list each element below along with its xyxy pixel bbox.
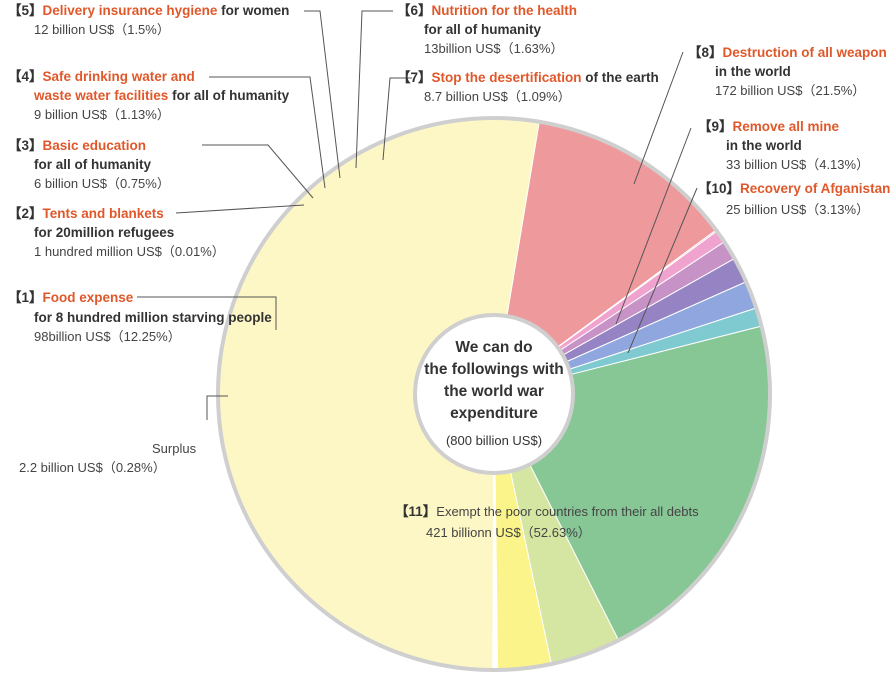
label-s9: 【9】Remove all mine in the world 33 billi… bbox=[698, 119, 869, 172]
leader-line-s7 bbox=[382, 77, 412, 161]
label-s6-title-line: 【6】Nutrition for the health bbox=[397, 3, 577, 18]
leader-lines bbox=[137, 10, 698, 420]
center-title-line-1: We can do bbox=[455, 339, 532, 356]
label-s10-amount: 25 billion US$（3.13%） bbox=[726, 202, 869, 217]
label-s4-title-line-2: waste water facilities for all of humani… bbox=[33, 88, 290, 103]
label-s1-title-line: 【1】Food expense bbox=[8, 290, 134, 305]
label-s1-subtitle: for 8 hundred million starving people bbox=[34, 310, 272, 325]
label-s1-title: Food expense bbox=[43, 290, 134, 305]
label-s11-tag: 【11】 bbox=[395, 504, 436, 519]
label-s4-title: Safe drinking water and bbox=[43, 69, 195, 84]
leader-line-s0 bbox=[206, 395, 228, 420]
label-s6-subtitle: for all of humanity bbox=[424, 22, 541, 37]
label-s7: 【7】Stop the desertification of the earth… bbox=[397, 70, 659, 104]
label-s7-title-line: 【7】Stop the desertification of the earth bbox=[397, 70, 659, 85]
slice-group bbox=[217, 117, 771, 671]
label-s7-title: Stop the desertification bbox=[432, 70, 582, 85]
label-s9-amount: 33 billion US$（4.13%） bbox=[726, 157, 869, 172]
label-s5-tag: 【5】 bbox=[8, 3, 43, 18]
label-s9-title-line: 【9】Remove all mine bbox=[698, 119, 840, 134]
center-title-line-4: expenditure bbox=[450, 405, 538, 422]
label-s7-suffix: of the earth bbox=[582, 70, 659, 85]
label-s4-tag: 【4】 bbox=[8, 69, 43, 84]
label-s8-subtitle: in the world bbox=[715, 64, 791, 79]
label-s10-title: Recovery of Afganistan bbox=[740, 181, 890, 196]
label-s1-amount: 98billion US$（12.25%） bbox=[34, 329, 181, 344]
label-s11: 【11】Exempt the poor countries from their… bbox=[395, 504, 699, 540]
label-s6-tag: 【6】 bbox=[397, 3, 432, 18]
leader-line-s6 bbox=[355, 10, 393, 169]
leader-line-s10 bbox=[627, 187, 698, 354]
label-s2-tag: 【2】 bbox=[8, 206, 43, 221]
label-s2-title: Tents and blankets bbox=[43, 206, 164, 221]
label-s7-tag: 【7】 bbox=[397, 70, 432, 85]
label-s5-title-line: 【5】Delivery insurance hygiene for women bbox=[8, 3, 289, 18]
label-s5-suffix: for women bbox=[217, 3, 289, 18]
center-hole bbox=[413, 313, 575, 475]
label-s10-title-line: 【10】Recovery of Afganistan bbox=[698, 181, 890, 196]
center-title-line-2: the followings with bbox=[424, 361, 564, 378]
label-s5-title: Delivery insurance hygiene bbox=[43, 3, 218, 18]
label-s6: 【6】Nutrition for the health for all of h… bbox=[397, 3, 577, 56]
leader-line-s2 bbox=[175, 204, 305, 214]
leader-line-s9 bbox=[615, 127, 692, 325]
label-s6-title: Nutrition for the health bbox=[432, 3, 578, 18]
label-s8-title-line: 【8】Destruction of all weapon bbox=[688, 45, 887, 60]
label-s11-title-line: 【11】Exempt the poor countries from their… bbox=[395, 504, 699, 519]
label-s3-title: Basic education bbox=[43, 138, 147, 153]
label-s1: 【1】Food expense for 8 hundred million st… bbox=[8, 290, 272, 344]
label-s2-subtitle: for 20million refugees bbox=[34, 225, 174, 240]
label-s9-tag: 【9】 bbox=[698, 119, 733, 134]
label-s2: 【2】Tents and blankets for 20million refu… bbox=[8, 206, 225, 259]
label-s2-amount: 1 hundred million US$（0.01%） bbox=[34, 244, 225, 259]
center-title-line-3: the world war bbox=[444, 383, 544, 400]
label-s10-tag: 【10】 bbox=[698, 181, 740, 196]
label-s11-amount: 421 billionn US$（52.63%） bbox=[426, 525, 591, 540]
label-s2-title-line: 【2】Tents and blankets bbox=[8, 206, 164, 221]
label-s4: 【4】Safe drinking water and waste water f… bbox=[8, 69, 290, 122]
leader-line-s3 bbox=[202, 144, 314, 199]
label-s3-subtitle: for all of humanity bbox=[34, 157, 151, 172]
label-s3-title-line: 【3】Basic education bbox=[8, 138, 146, 153]
label-s8-title: Destruction of all weapon bbox=[723, 45, 887, 60]
label-s4-title-line: 【4】Safe drinking water and bbox=[8, 69, 195, 84]
label-surplus: Surplus 2.2 billion US$（0.28%） bbox=[19, 441, 197, 475]
leader-line-s1 bbox=[137, 296, 277, 330]
label-s4-suffix: for all of humanity bbox=[168, 88, 289, 103]
label-s1-tag: 【1】 bbox=[8, 290, 43, 305]
chart-rim bbox=[216, 116, 772, 672]
label-s6-amount: 13billion US$（1.63%） bbox=[424, 41, 563, 56]
label-s4-title-2: waste water facilities bbox=[33, 88, 168, 103]
label-s7-amount: 8.7 billion US$（1.09%） bbox=[424, 89, 571, 104]
label-s5-amount: 12 billion US$（1.5%） bbox=[34, 22, 170, 37]
label-s8: 【8】Destruction of all weapon in the worl… bbox=[688, 45, 887, 98]
leader-line-s4 bbox=[209, 76, 326, 189]
label-s4-amount: 9 billion US$（1.13%） bbox=[34, 107, 170, 122]
center-subtitle: (800 billion US$) bbox=[446, 433, 542, 448]
label-s3-tag: 【3】 bbox=[8, 138, 43, 153]
center-label: We can do the followings with the world … bbox=[424, 339, 564, 448]
label-s11-title: Exempt the poor countries from their all… bbox=[436, 504, 699, 519]
label-surplus-title: Surplus bbox=[152, 441, 197, 456]
label-s3: 【3】Basic education for all of humanity 6… bbox=[8, 138, 170, 191]
label-s8-amount: 172 billion US$（21.5%） bbox=[715, 83, 865, 98]
label-s9-title: Remove all mine bbox=[733, 119, 840, 134]
label-s3-amount: 6 billion US$（0.75%） bbox=[34, 176, 170, 191]
leader-line-s8 bbox=[633, 51, 684, 185]
label-s9-subtitle: in the world bbox=[726, 138, 802, 153]
label-s8-tag: 【8】 bbox=[688, 45, 723, 60]
leader-line-s5 bbox=[304, 10, 341, 179]
label-surplus-amount: 2.2 billion US$（0.28%） bbox=[19, 460, 166, 475]
label-s5: 【5】Delivery insurance hygiene for women … bbox=[8, 3, 289, 37]
label-s10: 【10】Recovery of Afganistan 25 billion US… bbox=[698, 181, 890, 217]
